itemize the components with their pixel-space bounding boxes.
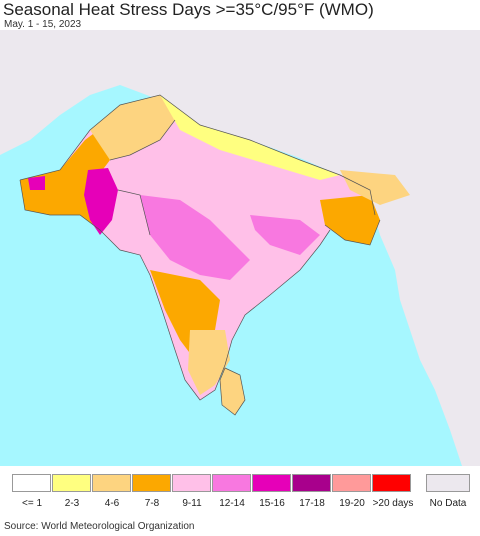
legend-label-4: 7-8 bbox=[144, 498, 160, 509]
central-india-patch bbox=[140, 195, 250, 280]
legend-label-1: <= 1 bbox=[21, 498, 43, 509]
legend-label-6: 12-14 bbox=[219, 498, 245, 509]
east-india-patch bbox=[250, 215, 320, 255]
map-title: Seasonal Heat Stress Days >=35°C/95°F (W… bbox=[3, 0, 374, 19]
legend-swatch-1 bbox=[12, 474, 51, 492]
no-data-land-burma-coast bbox=[380, 230, 480, 466]
balochistan-spot bbox=[28, 176, 45, 190]
legend-label-10: >20 days bbox=[372, 498, 414, 509]
legend-label-3: 4-6 bbox=[104, 498, 120, 509]
legend-swatch-8 bbox=[292, 474, 331, 492]
legend-swatch-6 bbox=[212, 474, 251, 492]
legend-label-8: 17-18 bbox=[299, 498, 325, 509]
country-borders bbox=[19, 94, 381, 416]
legend: <= 1 2-3 4-6 7-8 9-11 12-14 15-16 17-18 … bbox=[12, 474, 472, 514]
no-data-land-north bbox=[0, 30, 480, 466]
pakistan-north-heat bbox=[90, 95, 175, 160]
south-india-mixed bbox=[188, 330, 230, 395]
legend-swatch-10 bbox=[372, 474, 411, 492]
legend-swatch-5 bbox=[172, 474, 211, 492]
legend-label-9: 19-20 bbox=[339, 498, 365, 509]
sindh-core bbox=[84, 168, 118, 235]
legend-swatch-4 bbox=[132, 474, 171, 492]
legend-label-7: 15-16 bbox=[259, 498, 285, 509]
legend-swatch-9 bbox=[332, 474, 371, 492]
heat-stress-map bbox=[0, 30, 480, 466]
legend-swatch-3 bbox=[92, 474, 131, 492]
himalaya-low bbox=[160, 95, 340, 180]
map-subtitle: May. 1 - 15, 2023 bbox=[4, 19, 82, 30]
northeast-low bbox=[340, 170, 410, 205]
sri-lanka bbox=[220, 368, 245, 415]
legend-label-no-data: No Data bbox=[429, 498, 467, 509]
legend-swatch-2 bbox=[52, 474, 91, 492]
legend-label-5: 9-11 bbox=[182, 498, 202, 509]
legend-swatch-no-data bbox=[426, 474, 470, 492]
source-credit: Source: World Meteorological Organizatio… bbox=[4, 521, 195, 532]
legend-label-2: 2-3 bbox=[64, 498, 80, 509]
legend-swatch-7 bbox=[252, 474, 291, 492]
